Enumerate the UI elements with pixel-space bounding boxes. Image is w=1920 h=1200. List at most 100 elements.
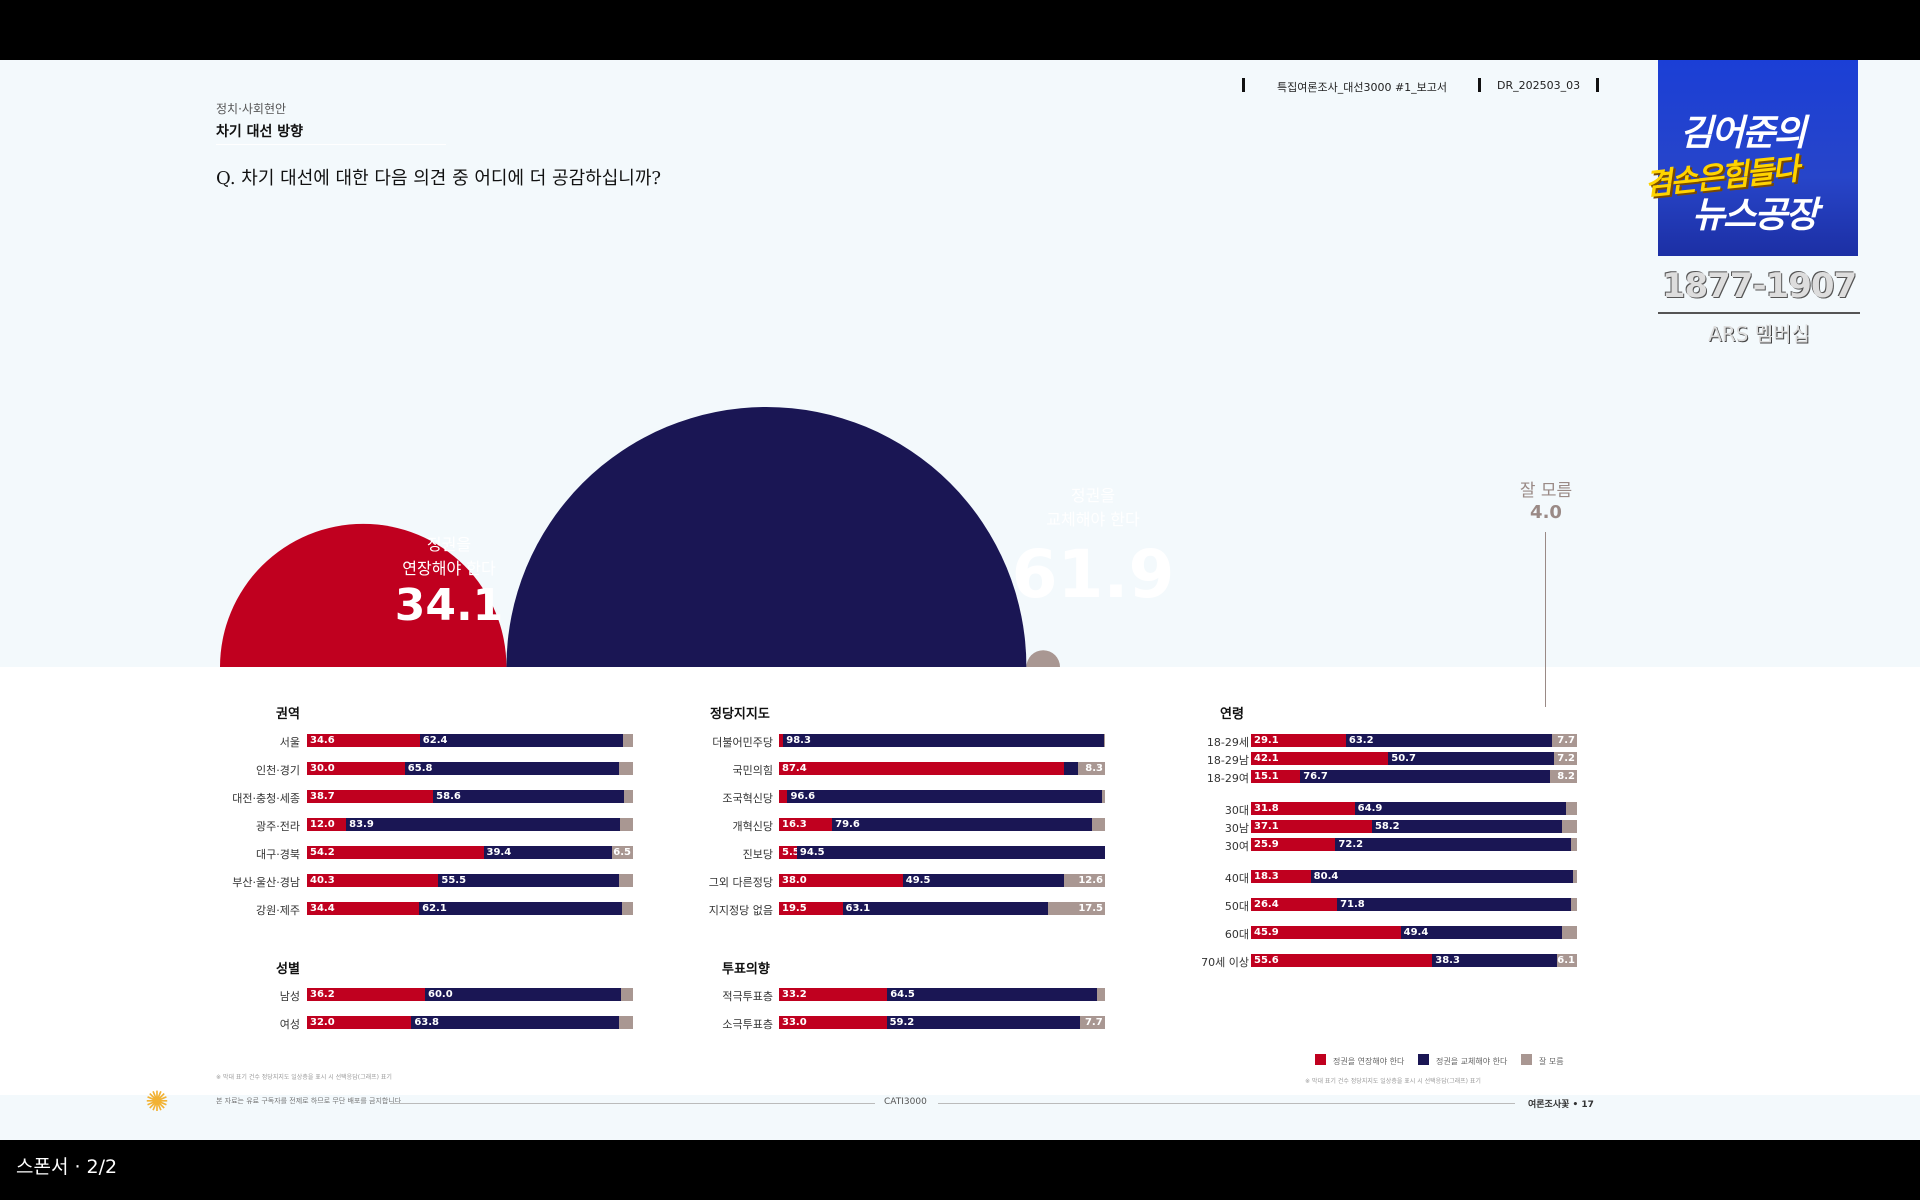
video-bottom-bar (0, 1140, 1920, 1200)
bar-segment-unknown (1572, 870, 1577, 883)
section-subject: 차기 대선 방향 (216, 124, 304, 140)
extend-label-line2: 연장해야 한다 (402, 559, 496, 578)
row-label: 진보당 (742, 848, 773, 861)
bar-segment-replace: 76.7 (1300, 770, 1551, 783)
row-label: 광주·전라 (256, 820, 300, 833)
bar-segment-extend (779, 734, 784, 747)
stacked-bar: 12.0 83.9 (307, 818, 633, 831)
video-top-letterbox (0, 0, 1920, 60)
legend-label-unknown: 잘 모름 (1539, 1057, 1564, 1066)
bar-segment-replace: 71.8 (1337, 898, 1572, 911)
bar-segment-unknown (621, 902, 633, 915)
bar-segment-extend: 33.2 (779, 988, 888, 1001)
bar-value-label: 8.2 (1557, 771, 1575, 782)
bar-segment-replace: 80.4 (1310, 870, 1573, 883)
bar-segment-unknown (1102, 790, 1105, 803)
header-divider (1596, 78, 1599, 92)
bar-segment-extend: 45.9 (1251, 926, 1401, 939)
bar-value-label: 25.9 (1254, 839, 1279, 850)
bar-value-label: 31.8 (1254, 803, 1279, 814)
bar-segment-replace: 62.1 (419, 902, 622, 915)
row-label: 60대 (1224, 928, 1249, 941)
program-logo: 김어준의 겸손은힘들다 뉴스공장 (1643, 60, 1858, 256)
group-title-region: 권역 (276, 707, 300, 722)
bar-segment-replace: 96.6 (787, 790, 1103, 803)
bar-value-label: 64.5 (890, 989, 915, 1000)
bar-value-label: 38.0 (782, 875, 807, 886)
stacked-bar: 16.3 79.6 (779, 818, 1105, 831)
bar-segment-replace: 59.2 (886, 1016, 1080, 1029)
bar-value-label: 33.2 (782, 989, 807, 1000)
stacked-bar: 87.4 8.3 (779, 762, 1105, 775)
bar-segment-extend: 19.5 (779, 902, 843, 915)
footer-rule-right (938, 1103, 1515, 1104)
bar-value-label: 63.8 (414, 1017, 439, 1028)
group-title-age: 연령 (1220, 707, 1244, 722)
bar-value-label: 18.3 (1254, 871, 1279, 882)
bar-value-label: 36.2 (310, 989, 335, 1000)
stacked-bar: 37.1 58.2 (1251, 820, 1577, 833)
replace-label-line2: 교체해야 한다 (1046, 510, 1140, 529)
row-label: 부산·울산·경남 (232, 876, 300, 889)
bar-segment-replace (1063, 762, 1078, 775)
bar-value-label: 6.1 (1557, 955, 1575, 966)
report-title: 특집여론조사_대선3000 #1_보고서 (1277, 81, 1448, 94)
bar-value-label: 7.7 (1557, 735, 1575, 746)
bar-segment-replace: 63.1 (842, 902, 1048, 915)
stacked-bar: 30.0 65.8 (307, 762, 633, 775)
footer-center: CATI3000 (884, 1097, 927, 1107)
bar-segment-replace: 58.6 (433, 790, 625, 803)
row-label: 더불어민주당 (712, 736, 773, 749)
bar-segment-unknown (1561, 820, 1577, 833)
legend-label-replace: 정권을 교체해야 한다 (1436, 1057, 1508, 1066)
bar-value-label: 50.7 (1391, 753, 1416, 764)
bar-segment-extend: 55.6 (1251, 954, 1433, 967)
bar-segment-unknown: 8.3 (1077, 762, 1105, 775)
bar-segment-unknown: 7.7 (1079, 1016, 1105, 1029)
report-slide: 정치·사회현안 차기 대선 방향 Q. 차기 대선에 대한 다음 의견 중 어디… (0, 60, 1920, 1140)
stacked-bar: 26.4 71.8 (1251, 898, 1577, 911)
replace-label: 정권을 교체해야 한다 (993, 484, 1193, 532)
bar-segment-unknown (619, 762, 633, 775)
bar-segment-replace: 62.4 (419, 734, 624, 747)
bar-segment-unknown (1561, 926, 1577, 939)
bar-segment-replace: 49.5 (902, 874, 1064, 887)
bar-value-label: 54.2 (310, 847, 335, 858)
logo-line1: 김어준의 (1680, 113, 1806, 154)
row-label: 18-29남 (1206, 754, 1249, 767)
bar-segment-replace: 79.6 (832, 818, 1092, 831)
bar-value-label: 83.9 (349, 819, 374, 830)
stacked-bar: 98.3 (779, 734, 1105, 747)
stacked-bar: 34.4 62.1 (307, 902, 633, 915)
bar-segment-unknown: 12.6 (1063, 874, 1106, 887)
semicircle-replace (506, 407, 1027, 667)
bar-value-label: 42.1 (1254, 753, 1279, 764)
bar-value-label: 12.0 (310, 819, 335, 830)
row-label: 개혁신당 (732, 820, 773, 833)
bar-value-label: 38.3 (1435, 955, 1460, 966)
bar-segment-extend: 25.9 (1251, 838, 1336, 851)
bar-segment-unknown (623, 734, 633, 747)
row-label: 그외 다른정당 (708, 876, 773, 889)
bar-value-label: 32.0 (310, 1017, 335, 1028)
bar-segment-replace: 63.2 (1345, 734, 1552, 747)
stacked-bar: 25.9 72.2 (1251, 838, 1577, 851)
row-label: 강원·제주 (256, 904, 300, 917)
bar-value-label: 63.1 (845, 903, 871, 914)
row-label: 소극투표층 (722, 1018, 773, 1031)
section-category: 정치·사회현안 (216, 102, 287, 116)
bar-segment-extend: 34.6 (307, 734, 420, 747)
bar-value-label: 38.7 (310, 791, 335, 802)
bar-segment-unknown (619, 1016, 633, 1029)
bar-segment-unknown: 7.7 (1551, 734, 1577, 747)
row-label: 서울 (279, 736, 300, 749)
row-label: 50대 (1224, 900, 1249, 913)
bar-value-label: 62.1 (422, 903, 447, 914)
bar-segment-extend: 37.1 (1251, 820, 1372, 833)
bar-value-label: 19.5 (782, 903, 807, 914)
row-label: 국민의힘 (732, 764, 773, 777)
stacked-bar: 33.2 64.5 (779, 988, 1105, 1001)
bar-value-label: 65.8 (407, 763, 433, 774)
bar-value-label: 80.4 (1313, 871, 1339, 882)
extend-value: 34.1 (394, 580, 504, 631)
